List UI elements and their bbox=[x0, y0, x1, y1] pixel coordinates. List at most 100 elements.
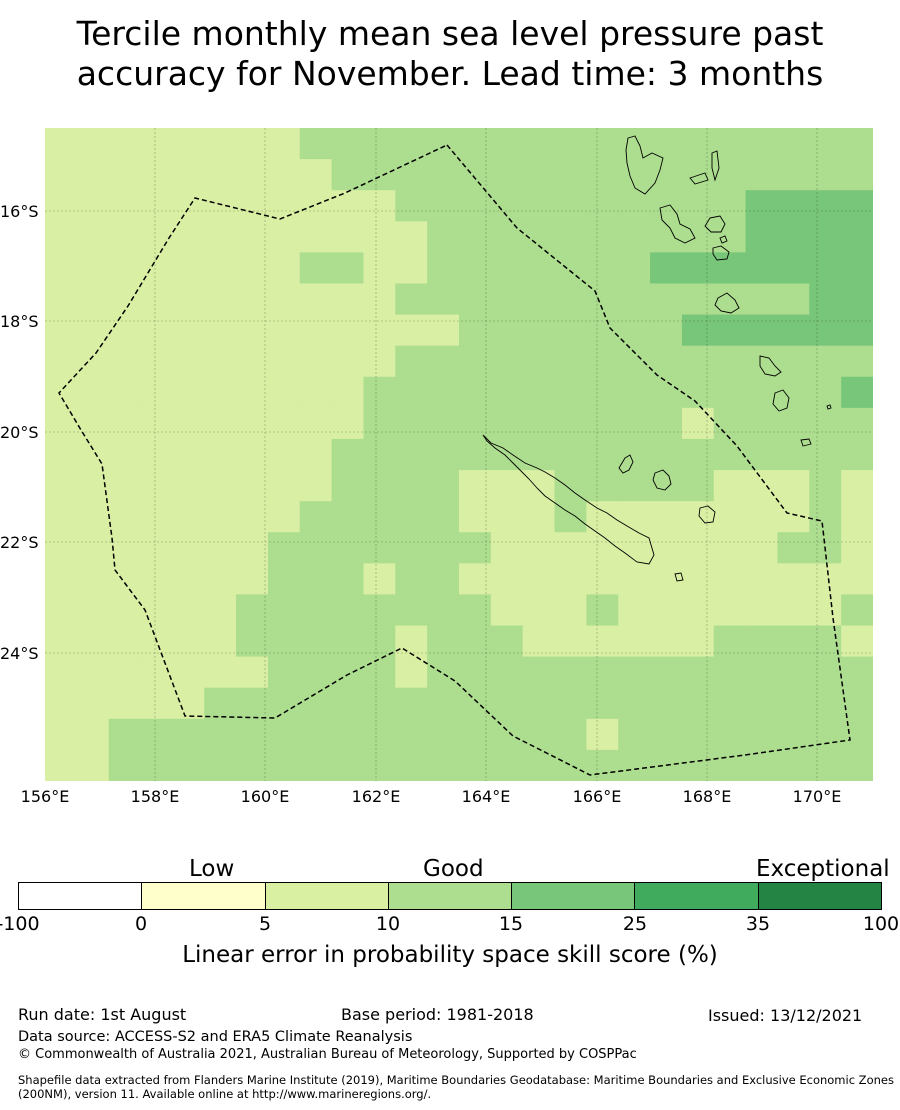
skill-cell bbox=[395, 470, 428, 502]
skill-cell bbox=[490, 656, 524, 689]
skill-cell bbox=[108, 718, 142, 751]
skill-cell bbox=[650, 283, 683, 316]
skill-cell bbox=[363, 190, 396, 222]
skill-cell bbox=[745, 221, 779, 253]
skill-cell bbox=[172, 221, 205, 253]
skill-cell bbox=[140, 563, 173, 596]
skill-cell bbox=[522, 159, 556, 191]
skill-cell bbox=[522, 718, 556, 751]
skill-cell bbox=[713, 438, 747, 471]
skill-cell bbox=[236, 159, 269, 191]
skill-cell bbox=[76, 314, 110, 347]
skill-cell bbox=[45, 718, 78, 751]
skill-cell bbox=[140, 656, 173, 689]
skill-cell bbox=[427, 718, 460, 751]
vanuatu-pentecost bbox=[689, 172, 709, 185]
skill-cell bbox=[204, 221, 237, 253]
skill-cell bbox=[267, 252, 301, 285]
skill-cell bbox=[745, 438, 779, 471]
skill-cell bbox=[522, 190, 556, 222]
skill-cell bbox=[777, 314, 810, 347]
skill-cell bbox=[363, 532, 396, 564]
skill-cell bbox=[586, 128, 619, 160]
skill-cell bbox=[267, 687, 301, 720]
skill-cell bbox=[172, 594, 205, 627]
skill-cell bbox=[777, 532, 810, 564]
skill-cell bbox=[331, 407, 365, 440]
skill-cell bbox=[172, 687, 205, 720]
skill-cell bbox=[490, 252, 524, 285]
skill-cell bbox=[395, 314, 428, 347]
skill-cell bbox=[299, 625, 333, 658]
skill-cell bbox=[681, 252, 715, 285]
skill-cell bbox=[618, 190, 651, 222]
skill-cell bbox=[236, 687, 269, 720]
skill-cell bbox=[841, 718, 873, 751]
skill-cell bbox=[427, 438, 460, 471]
colorbar-tick: 25 bbox=[622, 913, 648, 935]
skill-cell bbox=[395, 532, 428, 564]
vanuatu-small-2 bbox=[712, 245, 730, 261]
skill-cell bbox=[809, 687, 842, 720]
skill-cell bbox=[777, 190, 810, 222]
skill-cell bbox=[204, 438, 237, 471]
skill-cell bbox=[236, 438, 269, 471]
skill-cell bbox=[586, 625, 619, 658]
skill-cell bbox=[713, 345, 747, 378]
skill-cell bbox=[586, 749, 619, 781]
skill-cell bbox=[650, 252, 683, 285]
skill-cell bbox=[108, 656, 142, 689]
skill-cell bbox=[713, 376, 747, 409]
skill-cell bbox=[713, 687, 747, 720]
skill-cell bbox=[777, 470, 810, 502]
skill-cell bbox=[299, 283, 333, 316]
skill-cell bbox=[204, 470, 237, 502]
skill-cell bbox=[172, 438, 205, 471]
skill-cell bbox=[427, 594, 460, 627]
skill-cell bbox=[395, 501, 428, 533]
colorbar-segment bbox=[758, 883, 881, 909]
skill-cell bbox=[204, 501, 237, 533]
colorbar-tick: 5 bbox=[258, 913, 272, 935]
skill-cell bbox=[76, 159, 110, 191]
skill-cell bbox=[618, 625, 651, 658]
skill-cell bbox=[586, 314, 619, 347]
skill-cell bbox=[459, 128, 492, 160]
skill-cell bbox=[427, 345, 460, 378]
skill-cell bbox=[618, 407, 651, 440]
skill-cell bbox=[745, 283, 779, 316]
skill-cell bbox=[76, 345, 110, 378]
skill-cell bbox=[809, 283, 842, 316]
skill-cell bbox=[490, 283, 524, 316]
skill-cell bbox=[841, 190, 873, 222]
skill-cell bbox=[427, 407, 460, 440]
skill-cell bbox=[76, 190, 110, 222]
skill-cell bbox=[713, 221, 747, 253]
skill-cell bbox=[45, 749, 78, 781]
skill-cell bbox=[777, 438, 810, 471]
skill-cell bbox=[76, 438, 110, 471]
skill-cell bbox=[745, 594, 779, 627]
skill-cell bbox=[586, 532, 619, 564]
skill-cell bbox=[522, 625, 556, 658]
skill-cell bbox=[299, 159, 333, 191]
skill-cell bbox=[745, 501, 779, 533]
skill-cell bbox=[204, 283, 237, 316]
skill-cell bbox=[745, 749, 779, 781]
skill-cell bbox=[777, 221, 810, 253]
skill-cell bbox=[522, 345, 556, 378]
skill-cell bbox=[236, 470, 269, 502]
skill-cell bbox=[681, 376, 715, 409]
skill-cell bbox=[363, 128, 396, 160]
skill-cell bbox=[363, 563, 396, 596]
skill-cell bbox=[841, 532, 873, 564]
skill-cell bbox=[267, 221, 301, 253]
skill-cell bbox=[650, 376, 683, 409]
skill-cell bbox=[363, 718, 396, 751]
data-source: Data source: ACCESS-S2 and ERA5 Climate … bbox=[18, 1029, 413, 1045]
skill-cell bbox=[618, 159, 651, 191]
skill-cell bbox=[745, 625, 779, 658]
skill-cell bbox=[777, 718, 810, 751]
skill-cell bbox=[713, 594, 747, 627]
skill-cell bbox=[522, 656, 556, 689]
